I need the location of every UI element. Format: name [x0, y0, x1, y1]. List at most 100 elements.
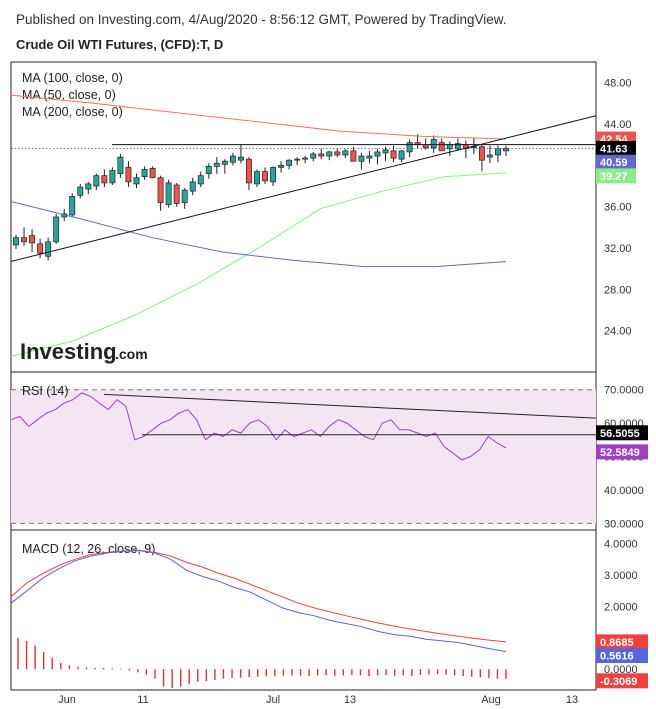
rsi-legend: RSI (14) [22, 384, 69, 398]
candle-body [278, 164, 285, 168]
ma-legend-1: MA (50, close, 0) [22, 88, 116, 102]
candle-body [229, 155, 236, 163]
macd-tick-label: 2.0000 [604, 601, 638, 613]
candle-body [221, 160, 228, 165]
candle-body [495, 148, 501, 156]
rsi-line [10, 392, 507, 461]
price-tag-3-bg [596, 168, 636, 184]
rsi-tag-0-bg [596, 425, 648, 441]
macd-tag-2: -0.3069 [600, 676, 637, 688]
candle-body [45, 241, 52, 257]
x-tick-label: 13 [566, 694, 578, 706]
ma100-line [10, 94, 507, 140]
candle-body [29, 235, 36, 244]
candle-body [77, 186, 84, 196]
ma-legend-0: MA (100, close, 0) [22, 71, 123, 85]
x-tick-label: Jul [266, 694, 280, 706]
candle-body [334, 151, 341, 156]
macd-tick-label: 0.0000 [604, 664, 638, 676]
macd-line [10, 549, 507, 653]
candle-body [254, 171, 260, 185]
candle-body [101, 175, 108, 184]
candle-body [85, 183, 92, 190]
price-tag-1-bg [596, 140, 636, 156]
candle-body [181, 189, 188, 203]
candle-body [21, 237, 27, 243]
candle-body [246, 158, 252, 184]
candle-body [149, 168, 156, 179]
price-tick-label: 28.00 [604, 284, 632, 296]
candle-body [342, 150, 349, 156]
price-tick-label: 44.00 [604, 119, 632, 131]
macd-tick-label: 4.0000 [604, 539, 638, 551]
candle-body [438, 142, 445, 152]
rsi-tick-label: 30.0000 [604, 518, 644, 530]
macd-legend: MACD (12, 26, close, 9) [22, 542, 155, 556]
candle-body [358, 155, 365, 162]
candle-body [237, 156, 244, 161]
candle-body [326, 151, 333, 157]
candle-body [318, 153, 325, 157]
candle-body [141, 169, 148, 178]
price-tag-1: 41.63 [600, 143, 628, 155]
macd-tag-1: 0.5616 [600, 651, 634, 663]
logo-suffix: .com [115, 346, 148, 362]
candle-body [262, 171, 268, 182]
rsi-tick-label: 70.0000 [604, 385, 644, 397]
macd-tag-0: 0.8685 [600, 637, 634, 649]
candle-body [157, 177, 164, 203]
x-tick-label: Jun [58, 694, 76, 706]
candle-body [213, 162, 220, 167]
price-tick-label: 32.00 [604, 243, 632, 255]
candle-body [366, 155, 373, 159]
published-caption: Published on Investing.com, 4/Aug/2020 -… [16, 12, 507, 27]
logo-text: Investing [20, 339, 117, 364]
price-tick-label: 36.00 [604, 202, 632, 214]
x-tick-label: Aug [481, 694, 501, 706]
price-tag-3: 39.27 [600, 171, 628, 183]
candle-body [390, 150, 397, 159]
candle-body [486, 154, 493, 158]
candle-body [93, 175, 100, 187]
macd-tick-label: 3.0000 [604, 570, 638, 582]
x-tick-label: 11 [137, 694, 148, 706]
candle-body [205, 166, 212, 174]
candle-body [430, 139, 437, 149]
candle-body [350, 150, 357, 162]
x-axis: Jun 11 Jul 13 Aug 13 [58, 694, 578, 706]
candle-body [69, 195, 76, 216]
rsi-tag-0: 56.5055 [600, 428, 640, 440]
candle-body [454, 143, 461, 150]
rsi-tick-label: 40.0000 [604, 485, 644, 497]
candle-body [286, 159, 293, 166]
candle-body [374, 151, 381, 157]
instrument-title: Crude Oil WTI Futures, (CFD):T, D [16, 37, 224, 52]
candle-body [117, 156, 124, 174]
ma-legend-2: MA (200, close, 0) [22, 105, 123, 119]
candle-body [310, 153, 317, 159]
candle-body [398, 150, 405, 160]
macd-tag-0-bg [596, 634, 648, 650]
ma50-line [10, 172, 507, 357]
candle-body [13, 237, 19, 246]
rsi-band [11, 389, 596, 524]
candle-body [302, 157, 309, 160]
price-tag-2: 40.59 [600, 157, 628, 169]
price-tick-label: 24.00 [604, 326, 632, 338]
candle-body [478, 146, 485, 161]
price-tick-label: 48.00 [604, 78, 632, 90]
candle-body [382, 149, 389, 154]
rising-trendline [10, 115, 597, 262]
candle-body [37, 243, 44, 254]
candle-body [53, 216, 60, 243]
macd-signal-line [10, 549, 507, 643]
candle-body [197, 175, 204, 185]
ma200-line [10, 201, 507, 268]
rsi-tag-1-bg [596, 444, 648, 460]
candle-body [294, 158, 301, 161]
candle-body [133, 177, 140, 185]
